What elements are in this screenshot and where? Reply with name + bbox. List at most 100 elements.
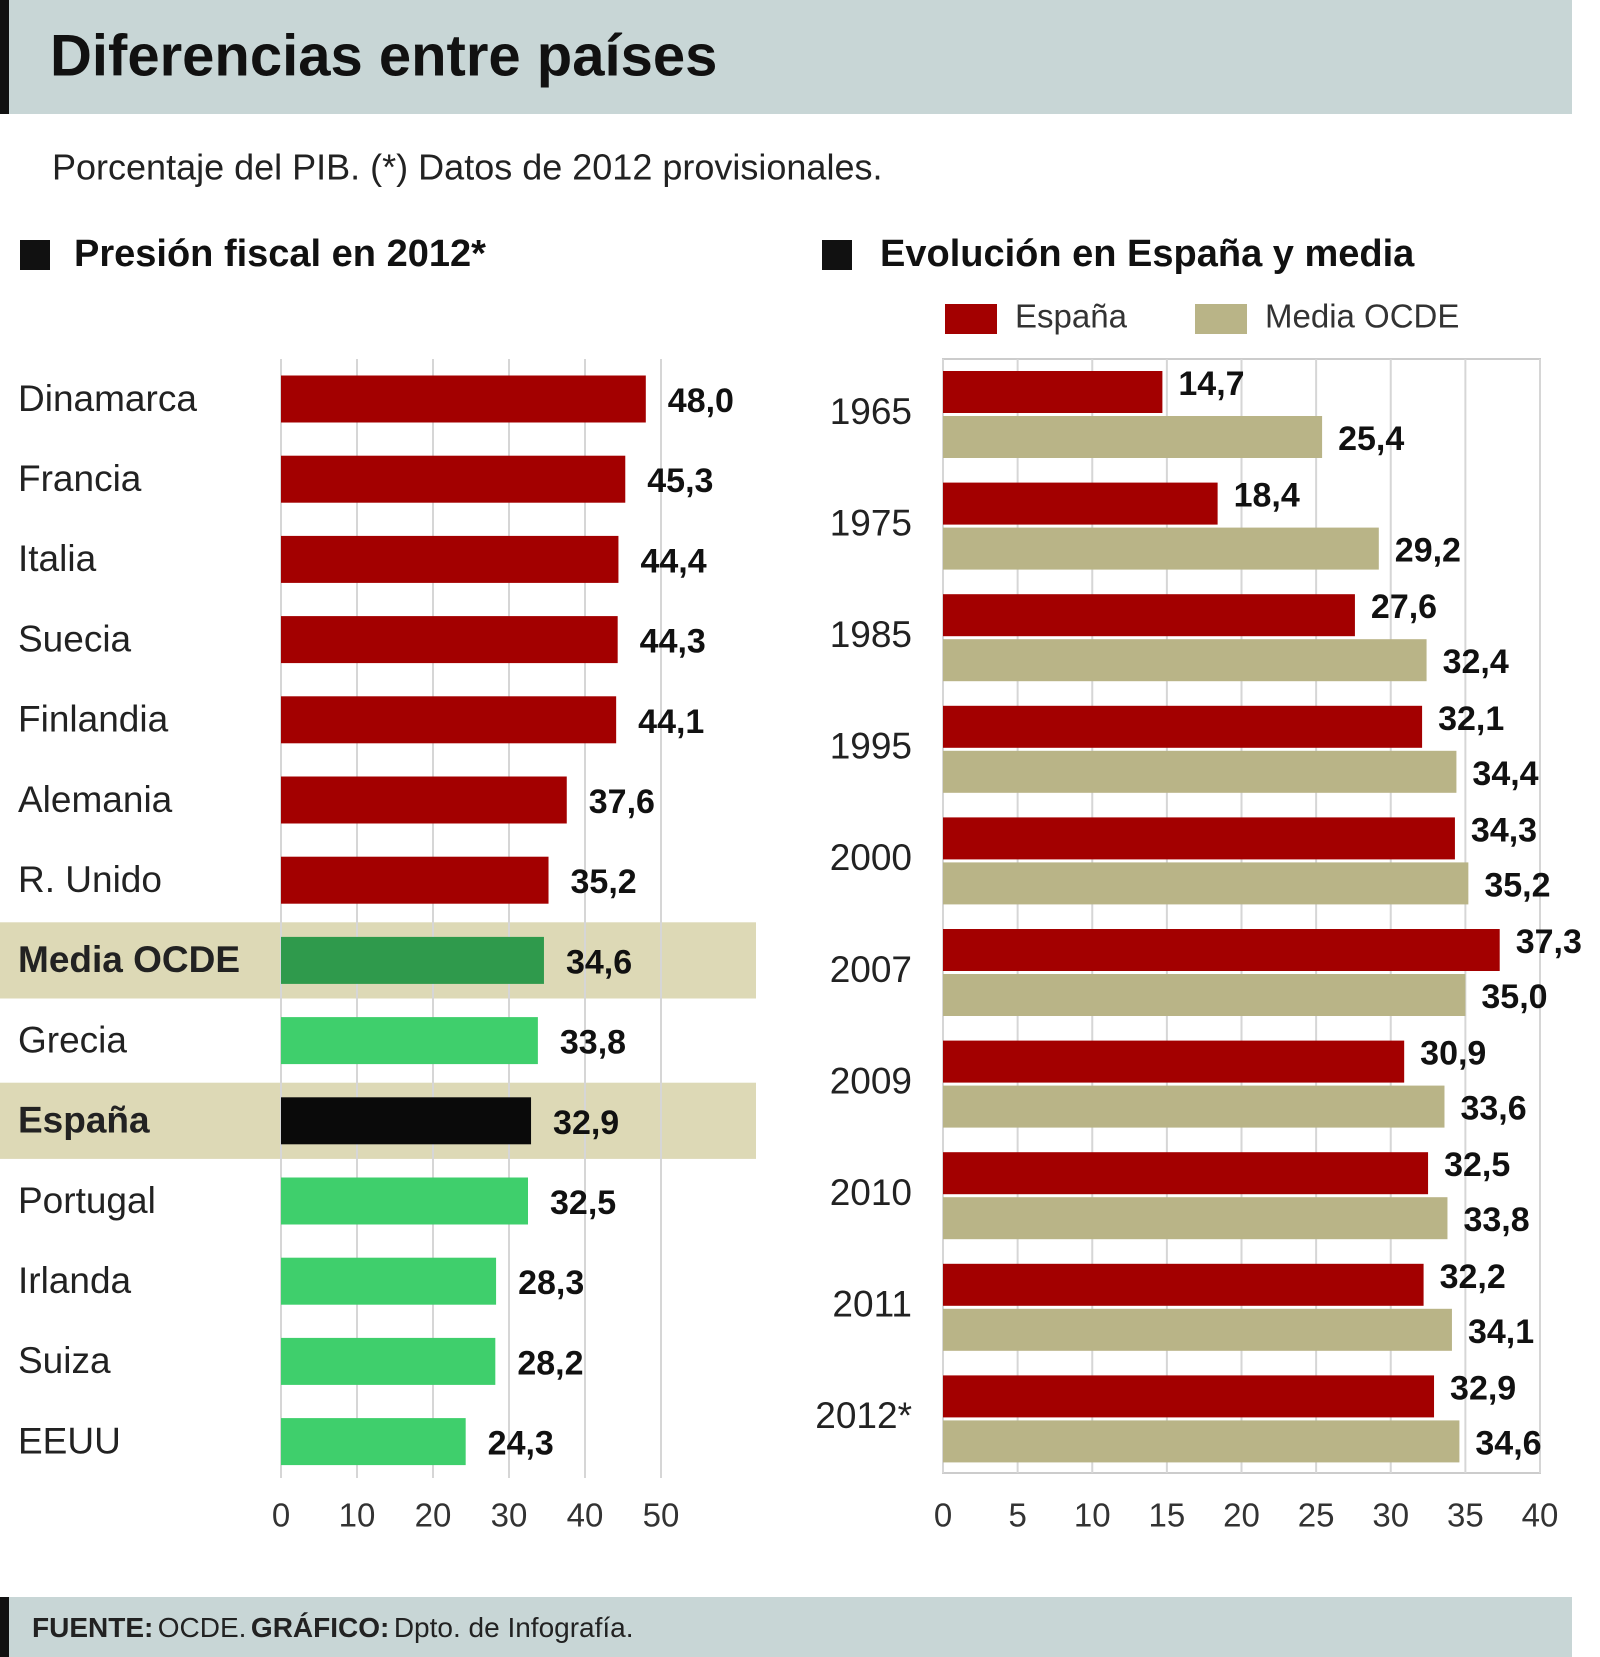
bar	[281, 1418, 466, 1466]
bar	[943, 1152, 1429, 1195]
bar	[943, 1085, 1445, 1128]
bar	[943, 482, 1218, 525]
x-tick-label: 40	[567, 1497, 604, 1534]
footer-text: Dpto. de Infografía.	[394, 1612, 634, 1643]
category-label: 2011	[832, 1284, 912, 1325]
title: Diferencias entre países	[50, 23, 717, 88]
bar	[943, 1040, 1405, 1083]
x-tick-label: 10	[339, 1497, 376, 1534]
x-tick-label: 0	[934, 1497, 952, 1534]
value-label: 32,5	[550, 1184, 616, 1222]
subtitle: Porcentaje del PIB. (*) Datos de 2012 pr…	[52, 147, 882, 188]
footer-accent	[0, 1597, 9, 1657]
category-label: R. Unido	[18, 859, 162, 900]
category-label: 1965	[830, 391, 912, 432]
value-label: 25,4	[1338, 420, 1404, 458]
x-tick-label: 5	[1008, 1497, 1026, 1534]
category-label: Grecia	[18, 1019, 127, 1060]
x-tick-label: 30	[1372, 1497, 1409, 1534]
category-label: Portugal	[18, 1180, 156, 1221]
chart-title: Presión fiscal en 2012*	[74, 233, 486, 275]
x-tick-label: 30	[491, 1497, 528, 1534]
header-band	[0, 0, 1572, 114]
heading-square	[822, 240, 852, 270]
value-label: 34,6	[1475, 1424, 1541, 1462]
bar	[943, 1308, 1452, 1351]
header-accent	[0, 0, 9, 114]
footer-text: OCDE.	[158, 1612, 247, 1643]
x-tick-label: 35	[1447, 1497, 1484, 1534]
category-label: Alemania	[18, 779, 173, 820]
footer-label: GRÁFICO:	[251, 1612, 389, 1643]
legend-swatch	[1195, 304, 1247, 334]
category-label: 2012*	[815, 1395, 912, 1436]
x-tick-label: 0	[272, 1497, 290, 1534]
bar	[943, 527, 1379, 570]
value-label: 27,6	[1371, 588, 1437, 626]
bar	[943, 1420, 1460, 1463]
x-tick-label: 20	[415, 1497, 452, 1534]
legend-label: España	[1015, 298, 1128, 335]
bar	[943, 1197, 1448, 1240]
value-label: 35,0	[1481, 978, 1547, 1016]
category-label: 1975	[830, 502, 912, 543]
category-label: 2009	[830, 1060, 912, 1101]
bar	[281, 696, 617, 744]
category-label: EEUU	[18, 1420, 121, 1461]
bar	[281, 1257, 497, 1305]
value-label: 45,3	[647, 462, 713, 500]
bar	[943, 1375, 1435, 1418]
category-label: Suiza	[18, 1340, 111, 1381]
value-label: 48,0	[668, 382, 734, 420]
bar	[281, 1017, 538, 1065]
value-label: 44,4	[640, 542, 706, 580]
value-label: 35,2	[1484, 866, 1550, 904]
value-label: 44,3	[640, 623, 706, 661]
value-label: 32,1	[1438, 700, 1504, 738]
x-tick-label: 40	[1522, 1497, 1559, 1534]
bar	[943, 705, 1423, 748]
category-label: Irlanda	[18, 1260, 132, 1301]
value-label: 24,3	[488, 1425, 554, 1463]
value-label: 30,9	[1420, 1035, 1486, 1073]
bar	[943, 750, 1457, 793]
category-label: Francia	[18, 458, 142, 499]
value-label: 37,6	[589, 783, 655, 821]
heading-square	[20, 240, 50, 270]
footer-label: FUENTE:	[32, 1612, 153, 1643]
bar	[281, 856, 549, 904]
category-label: Italia	[18, 538, 97, 579]
category-label: 1995	[830, 726, 912, 767]
footer-band	[0, 1597, 1572, 1657]
value-label: 18,4	[1234, 477, 1300, 515]
value-label: 32,9	[553, 1104, 619, 1142]
bar	[943, 1263, 1424, 1306]
category-label: Finlandia	[18, 699, 169, 740]
bar	[943, 416, 1323, 458]
category-label: 2010	[830, 1172, 912, 1213]
legend-swatch	[945, 304, 997, 334]
highlight-layer	[0, 922, 756, 1159]
category-label: Media OCDE	[18, 939, 240, 980]
bar	[281, 776, 567, 824]
value-label: 32,5	[1444, 1146, 1510, 1184]
bar	[943, 929, 1500, 971]
chart-title: Evolución en España y media	[880, 233, 1415, 275]
value-label: 34,3	[1471, 811, 1537, 849]
category-label: Suecia	[18, 618, 132, 659]
bar	[281, 1337, 496, 1385]
bar	[943, 974, 1466, 1016]
bar	[281, 375, 646, 423]
value-label: 37,3	[1516, 923, 1582, 961]
bar	[281, 455, 626, 503]
category-label: 1985	[830, 614, 912, 655]
x-tick-label: 15	[1149, 1497, 1186, 1534]
x-tick-label: 20	[1223, 1497, 1260, 1534]
bar	[281, 1097, 532, 1145]
value-label: 34,4	[1472, 755, 1538, 793]
bar	[943, 817, 1455, 860]
value-label: 32,2	[1440, 1258, 1506, 1296]
bar	[281, 535, 619, 583]
value-label: 35,2	[571, 863, 637, 901]
